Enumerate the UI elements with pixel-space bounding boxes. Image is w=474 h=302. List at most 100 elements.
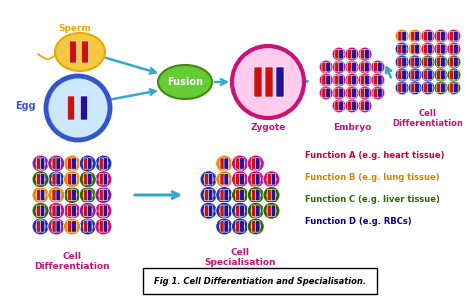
FancyBboxPatch shape [224, 158, 228, 169]
Circle shape [247, 187, 264, 204]
FancyBboxPatch shape [352, 75, 356, 85]
Circle shape [421, 29, 435, 43]
Circle shape [204, 206, 213, 216]
FancyBboxPatch shape [103, 221, 108, 232]
FancyBboxPatch shape [56, 189, 61, 201]
FancyBboxPatch shape [103, 205, 108, 217]
FancyBboxPatch shape [441, 83, 445, 93]
Circle shape [219, 206, 229, 216]
Circle shape [345, 99, 359, 113]
FancyBboxPatch shape [454, 31, 458, 41]
FancyBboxPatch shape [267, 174, 272, 185]
Circle shape [235, 222, 245, 231]
Circle shape [232, 46, 304, 118]
Circle shape [332, 73, 346, 87]
FancyBboxPatch shape [454, 70, 458, 80]
FancyBboxPatch shape [254, 67, 262, 97]
Circle shape [358, 47, 372, 61]
Circle shape [398, 71, 406, 79]
FancyBboxPatch shape [361, 75, 365, 85]
FancyBboxPatch shape [252, 158, 256, 169]
FancyBboxPatch shape [428, 83, 432, 93]
Circle shape [421, 68, 435, 82]
FancyBboxPatch shape [348, 62, 352, 72]
Circle shape [266, 190, 276, 200]
FancyBboxPatch shape [398, 70, 402, 80]
Circle shape [374, 63, 382, 71]
Circle shape [319, 86, 333, 100]
FancyBboxPatch shape [437, 70, 441, 80]
Circle shape [64, 155, 81, 172]
FancyBboxPatch shape [335, 62, 339, 72]
FancyBboxPatch shape [339, 88, 343, 98]
FancyBboxPatch shape [72, 189, 76, 201]
FancyBboxPatch shape [411, 31, 415, 41]
Circle shape [358, 73, 372, 87]
FancyBboxPatch shape [68, 158, 72, 169]
Circle shape [247, 171, 264, 188]
FancyBboxPatch shape [68, 221, 72, 232]
Circle shape [348, 102, 356, 110]
Circle shape [371, 86, 385, 100]
FancyBboxPatch shape [322, 88, 327, 98]
FancyBboxPatch shape [252, 221, 256, 232]
Text: Cell
Differentiation: Cell Differentiation [34, 252, 110, 271]
FancyBboxPatch shape [411, 44, 415, 54]
FancyBboxPatch shape [255, 189, 260, 201]
Circle shape [434, 81, 448, 95]
FancyBboxPatch shape [402, 44, 406, 54]
Circle shape [434, 29, 448, 43]
FancyBboxPatch shape [220, 189, 225, 201]
Circle shape [83, 206, 92, 216]
FancyBboxPatch shape [361, 101, 365, 111]
FancyBboxPatch shape [88, 189, 92, 201]
FancyBboxPatch shape [70, 41, 76, 63]
Circle shape [67, 174, 77, 184]
FancyBboxPatch shape [398, 31, 402, 41]
Text: Egg: Egg [15, 101, 36, 111]
Circle shape [348, 76, 356, 84]
Circle shape [398, 84, 406, 92]
Circle shape [235, 190, 245, 200]
Circle shape [200, 187, 217, 204]
FancyBboxPatch shape [99, 221, 104, 232]
Circle shape [99, 222, 109, 231]
Circle shape [235, 174, 245, 184]
Circle shape [231, 187, 248, 204]
FancyBboxPatch shape [83, 158, 88, 169]
FancyBboxPatch shape [255, 158, 260, 169]
FancyBboxPatch shape [88, 158, 92, 169]
Circle shape [437, 45, 445, 53]
Circle shape [219, 159, 229, 169]
FancyBboxPatch shape [68, 189, 72, 201]
Circle shape [51, 159, 61, 169]
Circle shape [67, 159, 77, 169]
FancyBboxPatch shape [240, 221, 244, 232]
Circle shape [247, 202, 264, 219]
Text: Sperm: Sperm [58, 24, 91, 33]
Ellipse shape [55, 33, 105, 71]
FancyBboxPatch shape [240, 189, 244, 201]
Circle shape [408, 29, 422, 43]
FancyBboxPatch shape [398, 44, 402, 54]
Circle shape [263, 202, 280, 219]
FancyBboxPatch shape [267, 205, 272, 217]
FancyBboxPatch shape [68, 174, 72, 185]
FancyBboxPatch shape [36, 221, 41, 232]
Circle shape [67, 190, 77, 200]
Text: Embryo: Embryo [333, 123, 371, 132]
Text: Function D (e.g. RBCs): Function D (e.g. RBCs) [305, 217, 411, 226]
Circle shape [408, 42, 422, 56]
Circle shape [345, 73, 359, 87]
FancyBboxPatch shape [52, 158, 56, 169]
FancyBboxPatch shape [224, 174, 228, 185]
Circle shape [235, 159, 245, 169]
Circle shape [408, 81, 422, 95]
Circle shape [36, 159, 46, 169]
Circle shape [335, 102, 343, 110]
FancyBboxPatch shape [252, 174, 256, 185]
FancyBboxPatch shape [82, 41, 89, 63]
Circle shape [32, 202, 49, 219]
FancyBboxPatch shape [220, 174, 225, 185]
FancyBboxPatch shape [450, 31, 454, 41]
